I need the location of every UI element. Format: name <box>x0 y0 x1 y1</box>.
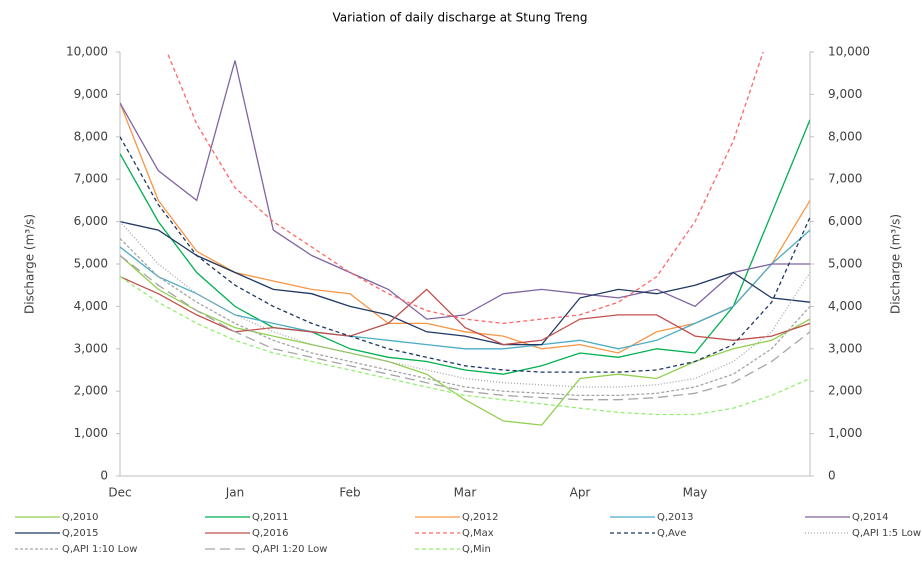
y2-tick-label: 8,000 <box>828 129 862 143</box>
y-tick-label: 5,000 <box>74 257 108 271</box>
legend-label: Q,API 1:5 Low <box>852 528 921 539</box>
y2-tick-label: 4,000 <box>828 299 862 313</box>
y2-tick-label: 9,000 <box>828 87 862 101</box>
legend-label: Q,Ave <box>657 528 686 539</box>
y-tick-label: 2,000 <box>74 384 108 398</box>
series-line <box>120 60 810 320</box>
x-tick-label: Dec <box>108 486 131 500</box>
series-line <box>120 276 810 346</box>
legend-label: Q,2013 <box>657 512 694 523</box>
x-tick-label: Mar <box>454 486 477 500</box>
legend-label: Q,Max <box>462 528 494 539</box>
series-line <box>120 276 810 416</box>
series-line <box>120 238 810 397</box>
legend-label: Q,2015 <box>62 528 99 539</box>
x-tick-label: Feb <box>339 486 360 500</box>
y-tick-label: 3,000 <box>74 341 108 355</box>
legend-label: Q,2012 <box>462 512 499 523</box>
y-tick-label: 1,000 <box>74 426 108 440</box>
x-tick-label: May <box>683 486 708 500</box>
legend-label: Q,API 1:10 Low <box>62 544 137 555</box>
y-tick-label: 7,000 <box>74 172 108 186</box>
series-line <box>120 221 810 388</box>
legend-label: Q,2010 <box>62 512 99 523</box>
plot-area <box>120 52 810 426</box>
legend-label: Q,Min <box>462 544 491 555</box>
series-line <box>120 136 810 373</box>
y2-axis-label: Discharge (m³/s) <box>889 214 903 314</box>
series-line <box>120 254 810 401</box>
y-tick-label: 9,000 <box>74 87 108 101</box>
y2-tick-label: 7,000 <box>828 172 862 186</box>
y-axis-label: Discharge (m³/s) <box>23 214 37 314</box>
series-line <box>120 220 810 346</box>
series-line <box>120 229 810 350</box>
series-line <box>120 119 810 375</box>
y2-tick-label: 1,000 <box>828 426 862 440</box>
y2-tick-label: 3,000 <box>828 341 862 355</box>
y-tick-label: 6,000 <box>74 214 108 228</box>
x-tick-label: Jan <box>225 486 245 500</box>
y2-tick-label: 5,000 <box>828 257 862 271</box>
chart-title: Variation of daily discharge at Stung Tr… <box>333 11 588 25</box>
series-line <box>166 52 764 325</box>
legend-label: Q,2014 <box>852 512 889 523</box>
y-tick-label: 4,000 <box>74 299 108 313</box>
y2-tick-label: 0 <box>828 469 836 483</box>
legend-label: Q,2011 <box>252 512 289 523</box>
x-tick-label: Apr <box>570 486 591 500</box>
y2-tick-label: 10,000 <box>828 45 870 59</box>
legend-label: Q,2016 <box>252 528 289 539</box>
y-tick-label: 0 <box>100 469 108 483</box>
y-tick-label: 8,000 <box>74 129 108 143</box>
legend-label: Q,API 1:20 Low <box>252 544 327 555</box>
y2-tick-label: 2,000 <box>828 384 862 398</box>
y2-tick-label: 6,000 <box>828 214 862 228</box>
y-tick-label: 10,000 <box>66 45 108 59</box>
